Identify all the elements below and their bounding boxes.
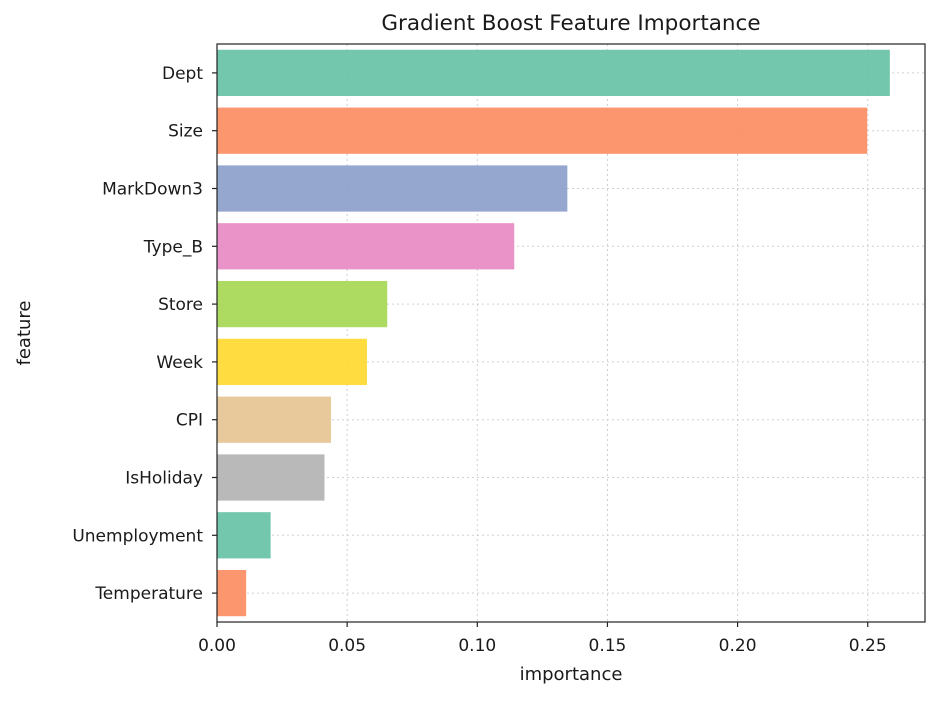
- y-tick-label: CPI: [176, 411, 203, 431]
- bar-unemployment: [217, 512, 271, 559]
- y-tick-label: Dept: [162, 64, 203, 84]
- x-axis-title: importance: [520, 664, 623, 685]
- bar-week: [217, 338, 367, 386]
- x-tick-label: 0.20: [719, 636, 757, 656]
- bar-store: [217, 280, 388, 328]
- y-tick-label: MarkDown3: [102, 180, 203, 200]
- y-axis-ticks: Dept Size MarkDown3 Type_B Store Week CPI IsHol…: [72, 64, 217, 604]
- chart-title: Gradient Boost Feature Importance: [381, 11, 760, 36]
- bar-markdown3: [217, 165, 568, 212]
- y-tick-label: Temperature: [94, 584, 203, 604]
- x-tick-label: 0.25: [849, 636, 887, 656]
- y-tick-label: Store: [158, 295, 203, 315]
- bars: [217, 49, 890, 617]
- bar-cpi: [217, 396, 332, 443]
- y-tick-label: Week: [156, 353, 203, 373]
- y-tick-label: Type_B: [143, 237, 203, 257]
- y-tick-label: IsHoliday: [125, 469, 203, 489]
- bar-isholiday: [217, 454, 325, 501]
- x-tick-label: 0.15: [589, 636, 627, 656]
- plot-frame: [216, 43, 926, 623]
- bar-type-b: [217, 223, 515, 270]
- bar-temperature: [217, 569, 247, 617]
- x-axis-ticks: 0.00 0.05 0.10 0.15 0.20 0.25: [198, 622, 887, 656]
- y-axis-title: feature: [14, 301, 35, 366]
- x-tick-label: 0.10: [458, 636, 496, 656]
- y-tick-label: Size: [168, 122, 203, 142]
- x-tick-label: 0.05: [328, 636, 366, 656]
- bar-size: [217, 107, 868, 154]
- y-tick-label: Unemployment: [72, 526, 203, 546]
- bar-dept: [217, 49, 890, 97]
- x-tick-label: 0.00: [198, 636, 236, 656]
